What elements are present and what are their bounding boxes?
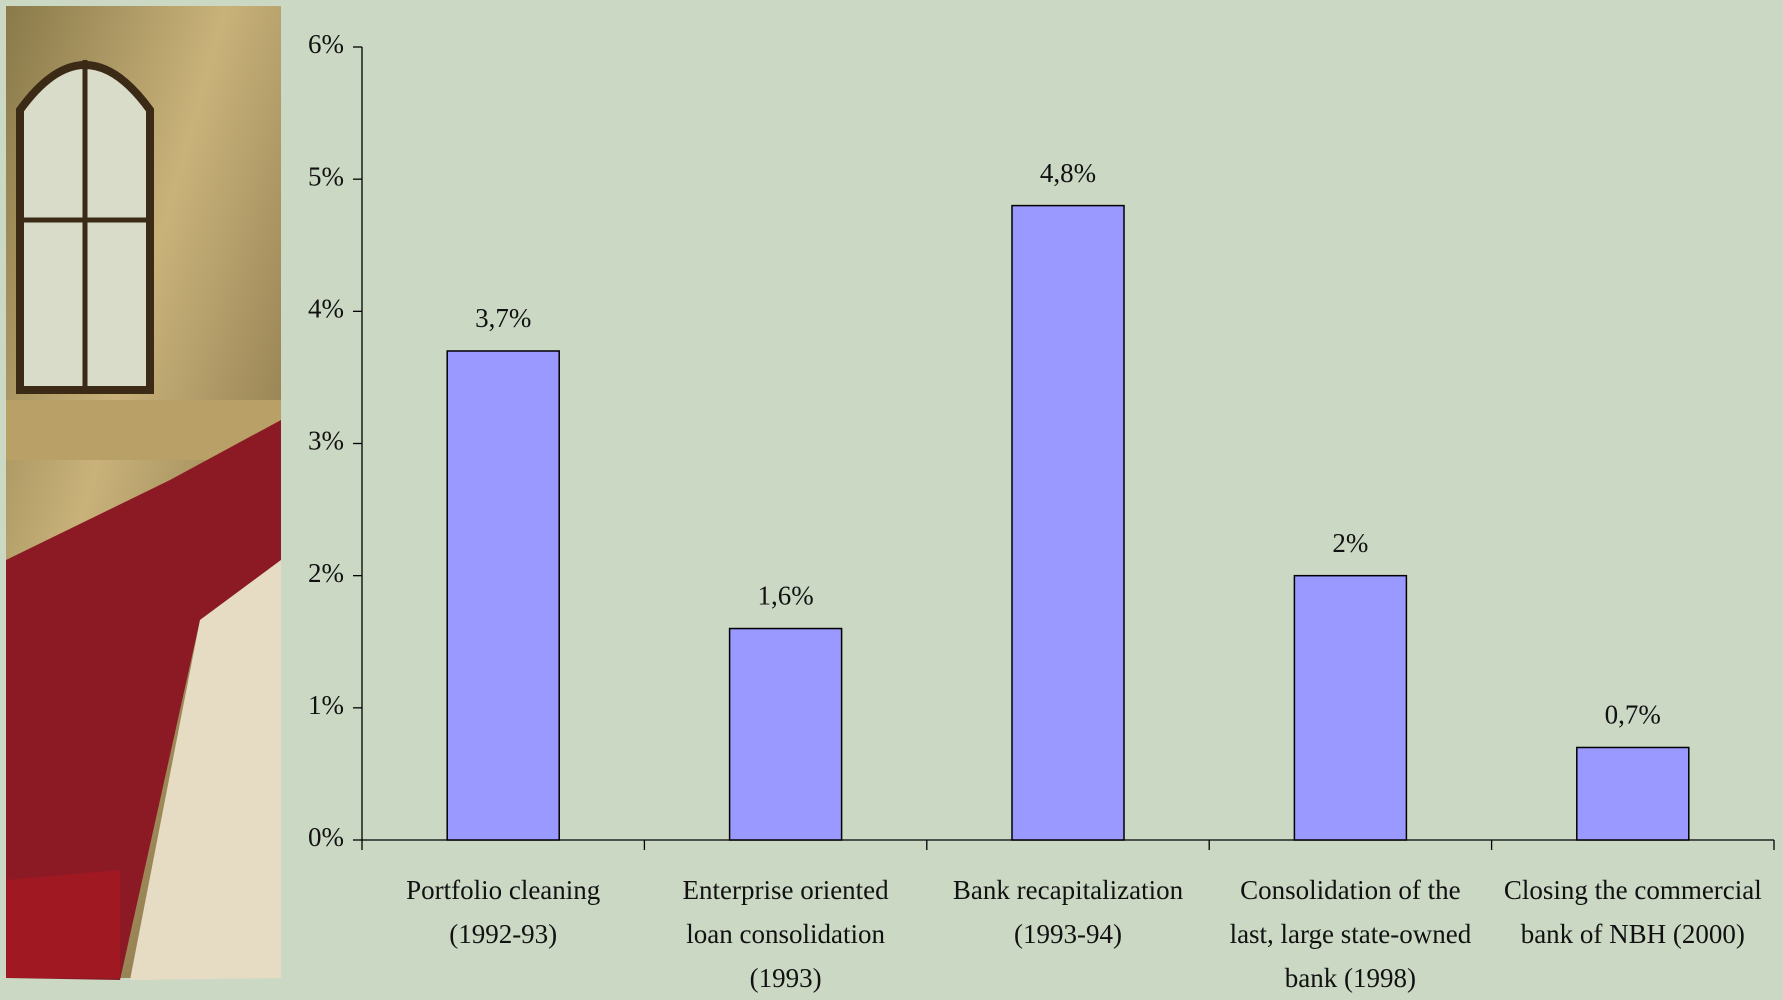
x-tick-label: bank (1998) (1285, 963, 1416, 993)
value-label: 2% (1332, 528, 1368, 558)
y-tick-label: 5% (308, 161, 344, 191)
value-label: 4,8% (1040, 158, 1096, 188)
y-tick-label: 0% (308, 822, 344, 852)
y-tick-label: 1% (308, 690, 344, 720)
value-label: 3,7% (475, 303, 531, 333)
x-tick-label: loan consolidation (686, 919, 885, 949)
value-label: 0,7% (1605, 700, 1661, 730)
x-tick-label: Enterprise oriented (683, 875, 890, 905)
y-tick-label: 4% (308, 294, 344, 324)
y-tick-label: 6% (308, 29, 344, 59)
x-tick-label: Portfolio cleaning (406, 875, 600, 905)
x-tick-label: Closing the commercial (1504, 875, 1762, 905)
bar (1293, 574, 1408, 841)
x-tick-label: last, large state-owned (1230, 919, 1472, 949)
x-tick-label: Bank recapitalization (953, 875, 1184, 905)
bar (1011, 204, 1125, 841)
bar (446, 350, 560, 841)
x-tick-label: (1992-93) (449, 919, 557, 949)
bar (1576, 746, 1690, 841)
x-tick-label: (1993) (750, 963, 822, 993)
y-tick-label: 2% (308, 558, 344, 588)
x-tick-label: bank of NBH (2000) (1521, 919, 1745, 949)
value-label: 1,6% (757, 581, 813, 611)
bar (728, 627, 843, 841)
x-tick-label: (1993-94) (1014, 919, 1122, 949)
y-tick-label: 3% (308, 426, 344, 456)
photo (6, 6, 281, 980)
x-tick-label: Consolidation of the (1240, 875, 1460, 905)
